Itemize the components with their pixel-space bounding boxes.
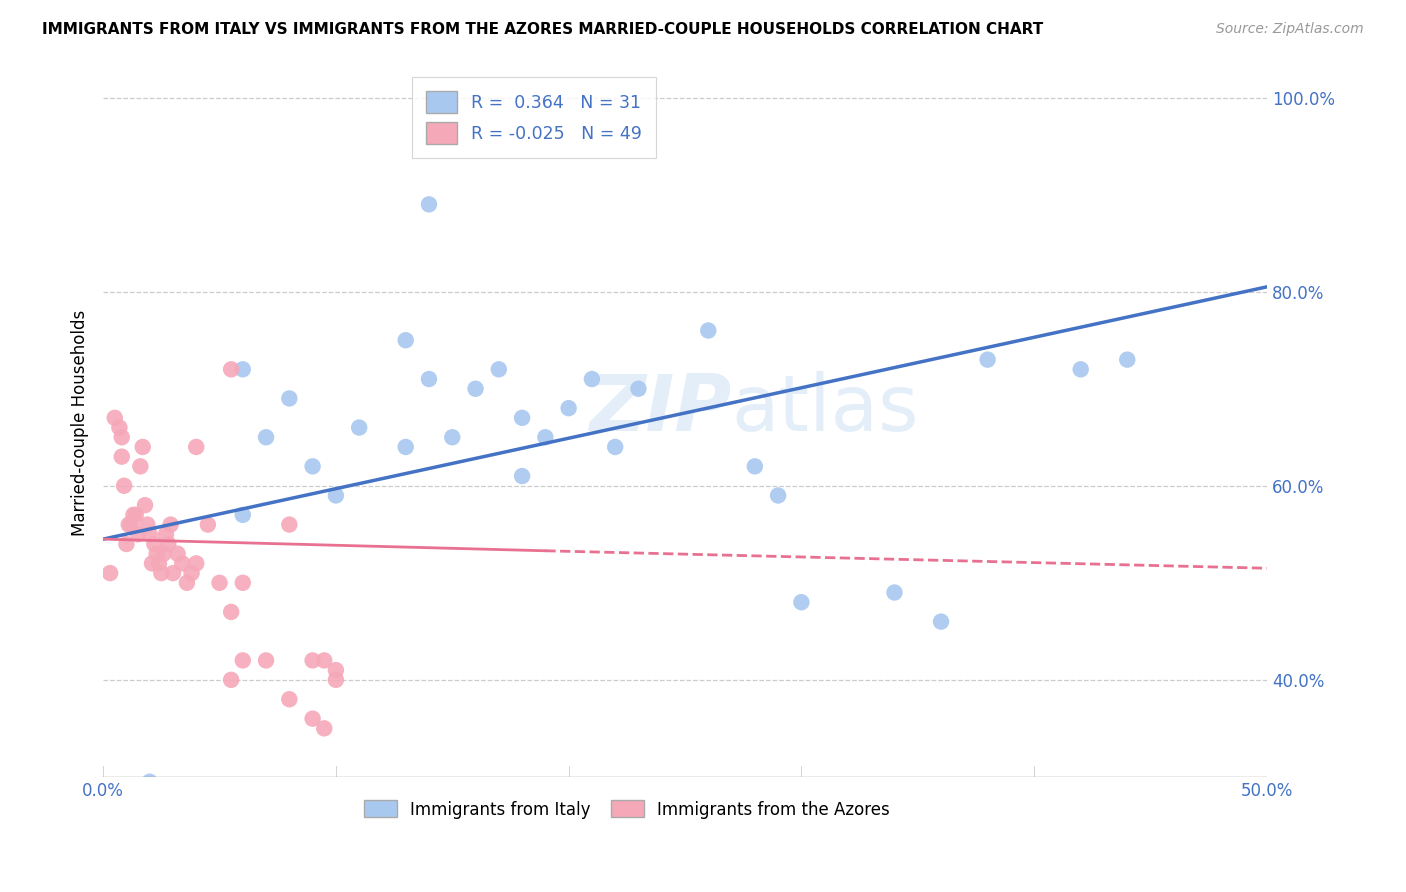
Text: ZIP: ZIP	[589, 370, 731, 447]
Point	[325, 663, 347, 677]
Point	[395, 333, 418, 347]
Point	[125, 508, 148, 522]
Y-axis label: Married-couple Households: Married-couple Households	[72, 310, 89, 536]
Point	[278, 392, 301, 406]
Point	[581, 372, 603, 386]
Point	[112, 479, 135, 493]
Legend: Immigrants from Italy, Immigrants from the Azores: Immigrants from Italy, Immigrants from t…	[357, 794, 897, 825]
Point	[278, 517, 301, 532]
Point	[104, 410, 127, 425]
Point	[510, 469, 533, 483]
Point	[278, 692, 301, 706]
Point	[219, 605, 242, 619]
Point	[232, 508, 254, 522]
Point	[314, 722, 336, 736]
Point	[186, 440, 208, 454]
Point	[118, 517, 141, 532]
Point	[176, 575, 198, 590]
Point	[301, 653, 323, 667]
Point	[143, 537, 166, 551]
Point	[98, 566, 121, 580]
Point	[976, 352, 998, 367]
Point	[1070, 362, 1092, 376]
Point	[790, 595, 813, 609]
Point	[108, 420, 131, 434]
Point	[111, 430, 134, 444]
Point	[301, 459, 323, 474]
Point	[136, 517, 159, 532]
Point	[180, 566, 202, 580]
Point	[129, 459, 152, 474]
Point	[152, 547, 174, 561]
Point	[557, 401, 579, 416]
Point	[627, 382, 650, 396]
Point	[157, 537, 180, 551]
Point	[166, 547, 188, 561]
Point	[314, 653, 336, 667]
Point	[208, 575, 231, 590]
Point	[395, 440, 418, 454]
Point	[115, 537, 138, 551]
Point	[232, 362, 254, 376]
Point	[325, 673, 347, 687]
Point	[325, 488, 347, 502]
Point	[744, 459, 766, 474]
Point	[766, 488, 789, 502]
Point	[219, 673, 242, 687]
Point	[418, 372, 440, 386]
Point	[488, 362, 510, 376]
Point	[145, 547, 167, 561]
Point	[347, 420, 370, 434]
Point	[148, 557, 170, 571]
Text: IMMIGRANTS FROM ITALY VS IMMIGRANTS FROM THE AZORES MARRIED-COUPLE HOUSEHOLDS CO: IMMIGRANTS FROM ITALY VS IMMIGRANTS FROM…	[42, 22, 1043, 37]
Text: Source: ZipAtlas.com: Source: ZipAtlas.com	[1216, 22, 1364, 37]
Text: atlas: atlas	[731, 370, 920, 447]
Point	[138, 774, 160, 789]
Point	[159, 517, 181, 532]
Point	[232, 575, 254, 590]
Point	[301, 712, 323, 726]
Point	[134, 498, 156, 512]
Point	[1116, 352, 1139, 367]
Point	[254, 430, 277, 444]
Point	[929, 615, 952, 629]
Point	[510, 410, 533, 425]
Point	[605, 440, 627, 454]
Point	[127, 527, 149, 541]
Point	[697, 324, 720, 338]
Point	[111, 450, 134, 464]
Point	[155, 527, 177, 541]
Point	[418, 197, 440, 211]
Point	[172, 557, 194, 571]
Point	[131, 440, 153, 454]
Point	[138, 527, 160, 541]
Point	[464, 382, 486, 396]
Point	[122, 508, 145, 522]
Point	[441, 430, 464, 444]
Point	[162, 566, 184, 580]
Point	[254, 653, 277, 667]
Point	[150, 566, 173, 580]
Point	[141, 557, 163, 571]
Point	[883, 585, 905, 599]
Point	[197, 517, 219, 532]
Point	[534, 430, 557, 444]
Point	[120, 517, 142, 532]
Point	[232, 653, 254, 667]
Point	[219, 362, 242, 376]
Point	[186, 557, 208, 571]
